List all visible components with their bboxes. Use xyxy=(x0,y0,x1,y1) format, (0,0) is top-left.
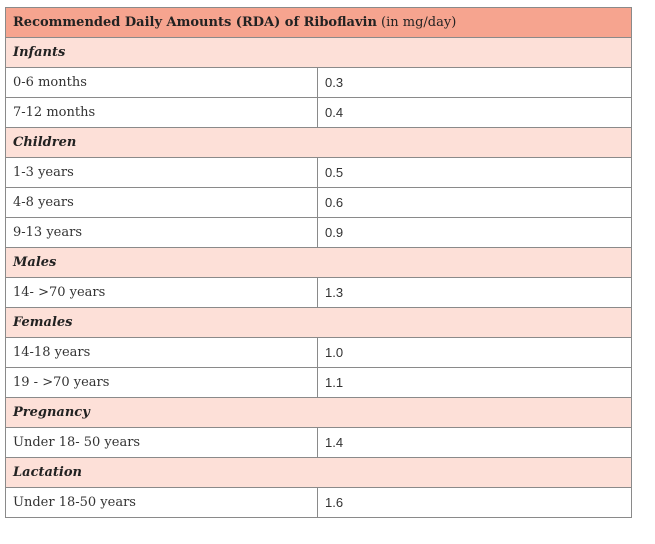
group-heading: Lactation xyxy=(5,457,632,488)
table-row: 0-6 months 0.3 xyxy=(5,67,632,98)
rda-value: 0.3 xyxy=(317,67,632,98)
age-label: 14-18 years xyxy=(5,337,318,368)
age-label: 1-3 years xyxy=(5,157,318,188)
group-row-infants: Infants xyxy=(5,37,632,68)
table-row: 19 - >70 years 1.1 xyxy=(5,367,632,398)
table-row: 4-8 years 0.6 xyxy=(5,187,632,218)
group-row-females: Females xyxy=(5,307,632,338)
rda-value: 1.1 xyxy=(317,367,632,398)
group-heading: Infants xyxy=(5,37,632,68)
age-label: Under 18- 50 years xyxy=(5,427,318,458)
age-label: 0-6 months xyxy=(5,67,318,98)
rda-value: 0.5 xyxy=(317,157,632,188)
rda-value: 1.0 xyxy=(317,337,632,368)
riboflavin-rda-table: Recommended Daily Amounts (RDA) of Ribof… xyxy=(5,7,632,518)
group-heading: Males xyxy=(5,247,632,278)
table-row: 1-3 years 0.5 xyxy=(5,157,632,188)
age-label: Under 18-50 years xyxy=(5,487,318,518)
age-label: 14- >70 years xyxy=(5,277,318,308)
group-row-children: Children xyxy=(5,127,632,158)
table-row: 7-12 months 0.4 xyxy=(5,97,632,128)
table-title-row: Recommended Daily Amounts (RDA) of Ribof… xyxy=(5,7,632,38)
table-title-text: Recommended Daily Amounts (RDA) of Ribof… xyxy=(13,15,377,30)
group-heading: Pregnancy xyxy=(5,397,632,428)
rda-value: 1.4 xyxy=(317,427,632,458)
table-row: 14-18 years 1.0 xyxy=(5,337,632,368)
group-heading: Females xyxy=(5,307,632,338)
rda-value: 0.4 xyxy=(317,97,632,128)
group-row-lactation: Lactation xyxy=(5,457,632,488)
table-title: Recommended Daily Amounts (RDA) of Ribof… xyxy=(5,7,632,38)
age-label: 7-12 months xyxy=(5,97,318,128)
table-body: Recommended Daily Amounts (RDA) of Ribof… xyxy=(5,7,632,518)
rda-value: 1.6 xyxy=(317,487,632,518)
table-row: Under 18-50 years 1.6 xyxy=(5,487,632,518)
rda-value: 0.6 xyxy=(317,187,632,218)
table-row: 9-13 years 0.9 xyxy=(5,217,632,248)
table-row: Under 18- 50 years 1.4 xyxy=(5,427,632,458)
rda-value: 1.3 xyxy=(317,277,632,308)
rda-value: 0.9 xyxy=(317,217,632,248)
table-title-unit: (in mg/day) xyxy=(381,15,457,30)
age-label: 19 - >70 years xyxy=(5,367,318,398)
age-label: 4-8 years xyxy=(5,187,318,218)
group-row-pregnancy: Pregnancy xyxy=(5,397,632,428)
group-row-males: Males xyxy=(5,247,632,278)
table-row: 14- >70 years 1.3 xyxy=(5,277,632,308)
age-label: 9-13 years xyxy=(5,217,318,248)
group-heading: Children xyxy=(5,127,632,158)
